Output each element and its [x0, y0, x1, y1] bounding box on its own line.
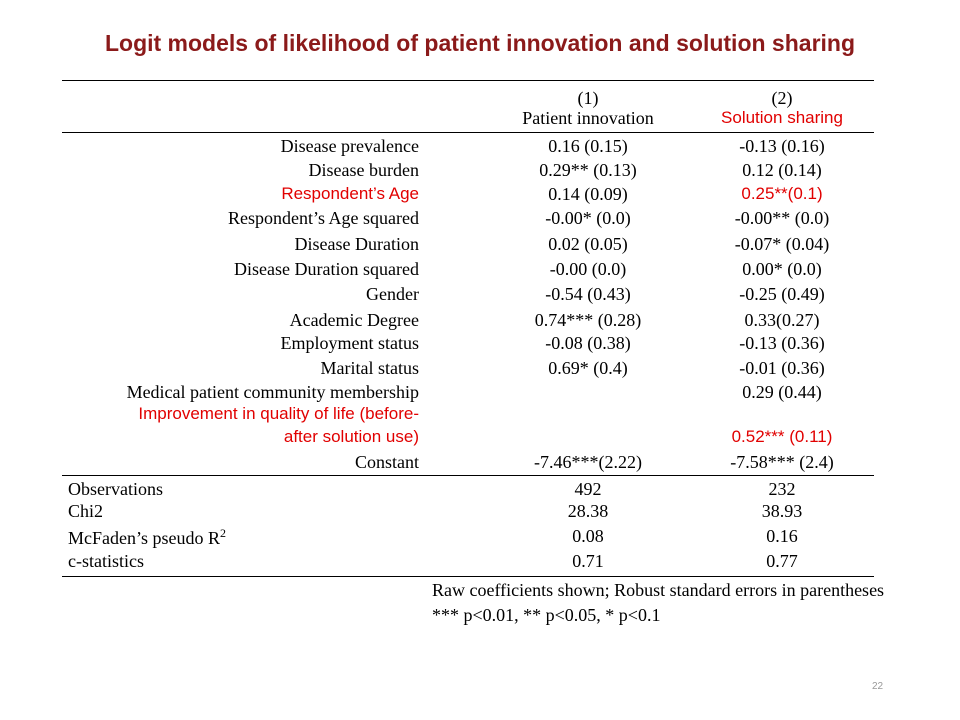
table-row: Medical patient community membership 0.2…: [62, 382, 874, 406]
row-label: Marital status: [320, 358, 419, 378]
cell-col2: 0.25**(0.1): [741, 184, 823, 203]
column-header-1: (1) Patient innovation: [486, 88, 690, 128]
cell-col2: 0.00* (0.0): [742, 259, 822, 279]
table-row: Constant -7.46***(2.22) -7.58*** (2.4): [62, 452, 874, 476]
cell-col1: -0.54 (0.43): [545, 284, 631, 304]
cell-col1: 492: [574, 479, 602, 499]
cell-col2: -7.58*** (2.4): [730, 452, 834, 472]
stat-label: Observations: [68, 479, 163, 499]
row-label: Employment status: [280, 333, 420, 353]
table-row: Disease Duration squared -0.00 (0.0) 0.0…: [62, 259, 874, 283]
cell-col2: -0.00** (0.0): [734, 208, 830, 228]
row-label: Disease burden: [308, 160, 419, 180]
stat-row: McFaden’s pseudo R2 0.08 0.16: [62, 526, 874, 550]
stat-label: Chi2: [68, 501, 104, 521]
table-row: Respondent’s Age squared -0.00* (0.0) -0…: [62, 208, 874, 232]
slide-title: Logit models of likelihood of patient in…: [104, 30, 856, 56]
cell-col2: 38.93: [761, 501, 803, 521]
table-top-rule: [62, 80, 874, 81]
cell-col1: -0.08 (0.38): [545, 333, 631, 353]
row-label: Academic Degree: [289, 310, 419, 330]
column-header-2: (2) Solution sharing: [690, 88, 874, 128]
cell-col1: -0.00 (0.0): [549, 259, 627, 279]
cell-col2: -0.25 (0.49): [739, 284, 825, 304]
row-label: Respondent’s Age squared: [228, 208, 419, 228]
table-note: Raw coefficients shown; Robust standard …: [432, 580, 885, 600]
table-row: Improvement in quality of life (before- …: [62, 404, 874, 452]
cell-col2: -0.13 (0.16): [739, 136, 825, 156]
cell-col1: -7.46***(2.22): [534, 452, 642, 472]
table-bottom-rule: [62, 576, 874, 577]
cell-col1: 0.69* (0.4): [548, 358, 628, 378]
table-row: Disease burden 0.29** (0.13) 0.12 (0.14): [62, 160, 874, 184]
row-label: Gender: [366, 284, 419, 304]
row-label: Constant: [354, 452, 419, 472]
cell-col2: -0.07* (0.04): [734, 234, 830, 254]
column-number: (2): [771, 88, 793, 108]
cell-col2: 0.77: [766, 551, 798, 571]
stat-label: c-statistics: [68, 551, 144, 571]
cell-col2: 0.29 (0.44): [742, 382, 822, 402]
stats-rule: [62, 475, 874, 476]
row-label: Disease prevalence: [280, 136, 419, 156]
stat-row: Chi2 28.38 38.93: [62, 501, 874, 525]
header-rule: [62, 132, 874, 133]
cell-col2: 0.52*** (0.11): [731, 427, 833, 446]
row-label: Disease Duration: [294, 234, 419, 254]
cell-col1: 0.08: [572, 526, 604, 546]
cell-col1: 0.16 (0.15): [548, 136, 628, 156]
table-row: Academic Degree 0.74*** (0.28) 0.33(0.27…: [62, 310, 874, 334]
row-label: Disease Duration squared: [234, 259, 419, 279]
cell-col2: -0.13 (0.36): [739, 333, 825, 353]
cell-col1: 28.38: [567, 501, 609, 521]
column-number: (1): [577, 88, 599, 108]
column-name: Solution sharing: [721, 108, 843, 127]
stat-row: c-statistics 0.71 0.77: [62, 551, 874, 575]
table-row: Employment status -0.08 (0.38) -0.13 (0.…: [62, 333, 874, 357]
cell-col2: 0.16: [766, 526, 798, 546]
table-note: *** p<0.01, ** p<0.05, * p<0.1: [432, 605, 661, 625]
row-label: Respondent’s Age: [281, 184, 419, 203]
superscript: 2: [220, 526, 226, 540]
table-row: Respondent’s Age 0.14 (0.09) 0.25**(0.1): [62, 184, 874, 208]
row-label: Medical patient community membership: [126, 382, 419, 402]
row-label-line1: Improvement in quality of life (before-: [138, 404, 419, 423]
cell-col2: -0.01 (0.36): [739, 358, 825, 378]
table-row: Disease Duration 0.02 (0.05) -0.07* (0.0…: [62, 234, 874, 258]
table-row: Marital status 0.69* (0.4) -0.01 (0.36): [62, 358, 874, 382]
cell-col1: 0.74*** (0.28): [534, 310, 642, 330]
cell-col1: -0.00* (0.0): [545, 208, 631, 228]
cell-col1: 0.02 (0.05): [548, 234, 628, 254]
stat-label: McFaden’s pseudo R2: [68, 526, 226, 549]
stat-label-text: McFaden’s pseudo R: [68, 528, 220, 548]
cell-col1: 0.71: [572, 551, 604, 571]
row-label-line2: after solution use): [283, 427, 419, 446]
stat-row: Observations 492 232: [62, 479, 874, 503]
cell-col2: 232: [768, 479, 796, 499]
table-row: Gender -0.54 (0.43) -0.25 (0.49): [62, 284, 874, 308]
cell-col1: 0.29** (0.13): [539, 160, 637, 180]
column-name: Patient innovation: [522, 108, 654, 128]
cell-col2: 0.33(0.27): [744, 310, 820, 330]
cell-col2: 0.12 (0.14): [742, 160, 822, 180]
page-number: 22: [872, 681, 884, 692]
cell-col1: 0.14 (0.09): [548, 184, 628, 204]
table-row: Disease prevalence 0.16 (0.15) -0.13 (0.…: [62, 136, 874, 160]
